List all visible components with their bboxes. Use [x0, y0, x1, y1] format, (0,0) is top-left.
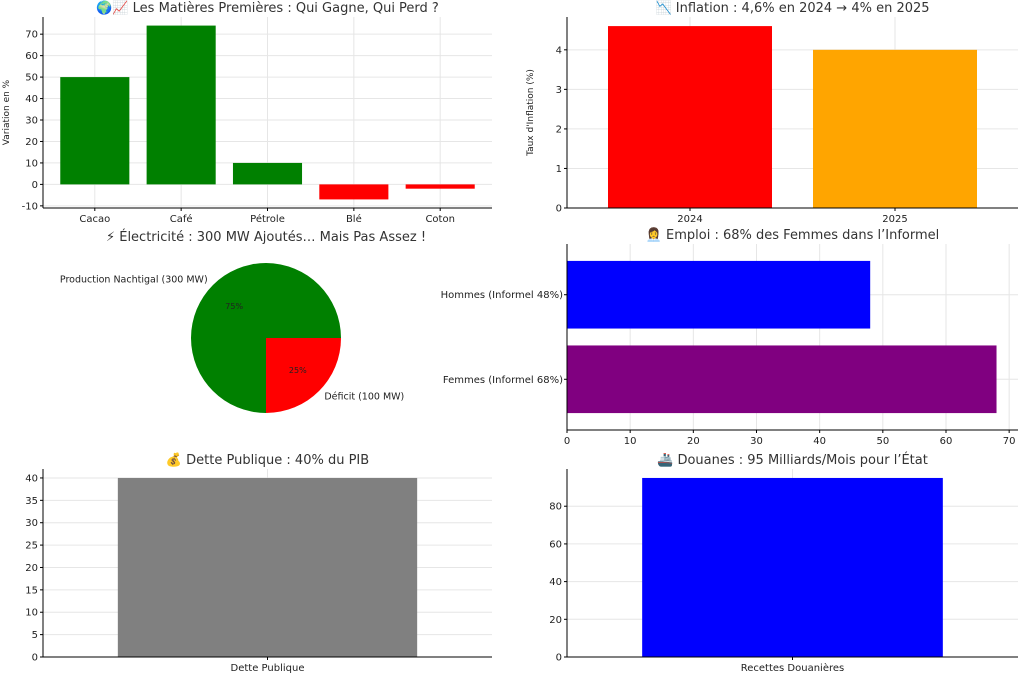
douanes-title: 🚢 Douanes : 95 Milliards/Mois pour l’Éta… [657, 452, 928, 468]
dette-bar-0 [117, 477, 418, 657]
electricite-slice-label-0: Production Nachtigal (300 MW) [60, 275, 208, 286]
matieres-xtick-label: Cacao [79, 214, 110, 225]
matieres-ytick-label: 20 [25, 137, 38, 148]
matieres-ytick-label: 10 [25, 158, 38, 169]
emploi-xtick-label: 50 [876, 436, 889, 447]
matieres-ylabel: Variation en % [2, 79, 12, 145]
inflation-ytick-label: 4 [556, 45, 562, 56]
matieres-ytick-label: 50 [25, 73, 38, 84]
inflation-xtick-label: 2024 [677, 214, 702, 225]
dette-ytick-label: 15 [25, 585, 38, 596]
dette-ytick-label: 35 [25, 496, 38, 507]
electricite-pct-label-0: 75% [225, 302, 243, 311]
electricite-slice-1 [266, 338, 341, 413]
matieres-xtick-label: Café [170, 213, 193, 225]
emploi-title: 👩‍💼 Emploi : 68% des Femmes dans l’Infor… [646, 227, 940, 243]
electricite-title: ⚡ Électricité : 300 MW Ajoutés… Mais Pas… [106, 229, 426, 245]
douanes-xtick-label: Recettes Douanières [741, 662, 845, 674]
matieres-ytick-label: 60 [25, 51, 38, 62]
dette-ytick-label: 30 [25, 518, 38, 529]
douanes-ytick-label: 60 [549, 539, 562, 550]
matieres-ytick-label: 30 [25, 116, 38, 127]
dette-ytick-label: 10 [25, 608, 38, 619]
inflation-xtick-label: 2025 [882, 214, 907, 225]
inflation-title: 📉 Inflation : 4,6% en 2024 → 4% en 2025 [655, 0, 929, 16]
emploi-xtick-label: 60 [940, 436, 953, 447]
matieres-bar-4 [405, 184, 475, 189]
douanes-ytick-label: 20 [549, 615, 562, 626]
emploi-bar-1 [567, 260, 871, 329]
matieres-title: 🌍📈 Les Matières Premières : Qui Gagne, Q… [96, 0, 439, 16]
electricite-pct-label-1: 25% [289, 366, 307, 375]
inflation-ytick-label: 3 [556, 85, 562, 96]
emploi-ytick-label: Femmes (Informel 68%) [443, 375, 563, 386]
dette-ytick-label: 0 [32, 653, 38, 664]
matieres-bar-0 [60, 77, 130, 185]
dette-ytick-label: 20 [25, 563, 38, 574]
emploi-bar-0 [567, 345, 997, 414]
douanes-ytick-label: 80 [549, 502, 562, 513]
emploi-xtick-label: 10 [624, 436, 637, 447]
dette-ytick-label: 5 [32, 630, 38, 641]
emploi-xtick-label: 20 [687, 436, 700, 447]
inflation-ytick-label: 0 [556, 204, 562, 215]
emploi-xtick-label: 70 [1003, 436, 1016, 447]
matieres-ytick-label: -10 [22, 201, 38, 212]
dette-xtick-label: Dette Publique [231, 663, 305, 674]
inflation-bar-1 [813, 49, 977, 208]
dette-ytick-label: 25 [25, 541, 38, 552]
emploi-xtick-label: 30 [750, 436, 763, 447]
matieres-ytick-label: 40 [25, 94, 38, 105]
electricite-slice-label-1: Déficit (100 MW) [324, 391, 404, 402]
matieres-xtick-label: Coton [425, 214, 454, 225]
matieres-ytick-label: 70 [25, 30, 38, 41]
douanes-bar-0 [642, 477, 943, 657]
emploi-xtick-label: 40 [813, 436, 826, 447]
dette-title: 💰 Dette Publique : 40% du PIB [166, 452, 369, 468]
inflation-ytick-label: 1 [556, 164, 562, 175]
inflation-bar-0 [608, 26, 772, 208]
inflation-ytick-label: 2 [556, 124, 562, 135]
emploi-ytick-label: Hommes (Informel 48%) [441, 290, 564, 301]
inflation-ylabel: Taux d'Inflation (%) [526, 69, 536, 157]
douanes-ytick-label: 40 [549, 577, 562, 588]
douanes-ytick-label: 0 [556, 653, 562, 664]
matieres-bar-1 [146, 25, 216, 185]
matieres-ytick-label: 0 [32, 180, 38, 191]
emploi-xtick-label: 0 [564, 436, 570, 447]
matieres-xtick-label: Blé [346, 213, 362, 225]
matieres-bar-3 [319, 184, 389, 200]
dette-ytick-label: 40 [25, 473, 38, 484]
matieres-xtick-label: Pétrole [250, 213, 285, 225]
matieres-bar-2 [232, 162, 303, 185]
